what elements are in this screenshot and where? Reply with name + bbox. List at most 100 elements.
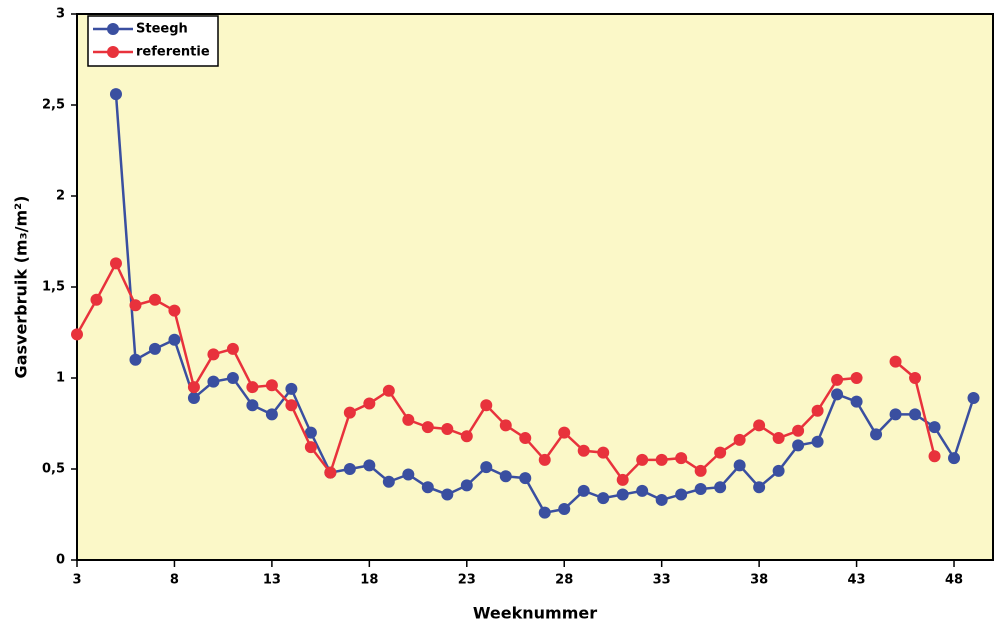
data-point (109, 257, 122, 270)
data-point (187, 392, 200, 405)
data-point (460, 479, 473, 492)
data-point (811, 435, 824, 448)
data-point (285, 399, 298, 412)
data-point (421, 481, 434, 494)
x-tick-label: 28 (555, 573, 573, 588)
data-point (714, 446, 727, 459)
data-point (382, 475, 395, 488)
data-point (928, 421, 941, 434)
data-point (246, 381, 259, 394)
y-tick-label: 1 (56, 371, 65, 386)
y-tick-label: 3 (56, 7, 65, 22)
data-point (499, 419, 512, 432)
data-point (363, 459, 376, 472)
y-tick-label: 0,5 (42, 462, 65, 477)
data-point (226, 342, 239, 355)
data-point (382, 384, 395, 397)
data-point (421, 421, 434, 434)
data-point (850, 372, 863, 384)
x-axis-title: Weeknummer (473, 604, 597, 623)
data-point (168, 333, 181, 346)
data-point (343, 406, 356, 419)
data-point (655, 453, 668, 466)
data-point (616, 488, 629, 501)
legend-label: Steegh (136, 22, 188, 37)
y-tick-label: 1,5 (42, 280, 65, 295)
data-point (538, 453, 551, 466)
data-point (694, 483, 707, 496)
data-point (831, 373, 844, 386)
data-point (714, 481, 727, 494)
data-point (831, 388, 844, 401)
data-point (753, 481, 766, 494)
data-point (226, 372, 239, 384)
data-point (636, 484, 649, 497)
x-tick-label: 33 (653, 573, 671, 588)
data-point (90, 293, 103, 306)
y-tick-label: 2,5 (42, 98, 65, 113)
data-point (694, 464, 707, 477)
data-point (71, 328, 83, 341)
data-point (129, 299, 142, 312)
y-axis-title: Gasverbruik (m₃/m²) (12, 196, 31, 379)
data-point (616, 473, 629, 486)
data-point (928, 450, 941, 463)
data-point (519, 472, 532, 485)
data-point (363, 397, 376, 410)
data-point (733, 459, 746, 472)
data-point (772, 464, 785, 477)
data-point (558, 503, 571, 516)
data-point (909, 408, 922, 421)
data-point (246, 399, 259, 412)
data-point (909, 372, 922, 384)
data-point (538, 506, 551, 519)
data-point (304, 426, 317, 439)
data-point (343, 463, 356, 475)
data-point (207, 348, 220, 361)
data-point (792, 424, 805, 437)
x-tick-label: 23 (458, 573, 476, 588)
data-point (187, 381, 200, 394)
x-tick-label: 13 (263, 573, 281, 588)
data-point (148, 342, 161, 355)
data-point (733, 433, 746, 446)
x-tick-label: 8 (170, 573, 179, 588)
x-tick-label: 18 (360, 573, 378, 588)
x-tick-label: 38 (750, 573, 768, 588)
data-point (597, 446, 610, 459)
data-point (597, 492, 610, 505)
legend-marker (107, 23, 119, 35)
data-point (304, 441, 317, 454)
data-point (655, 493, 668, 506)
data-point (519, 432, 532, 445)
data-point (675, 488, 688, 501)
data-point (324, 466, 337, 479)
x-tick-label: 43 (848, 573, 866, 588)
legend-label: referentie (136, 45, 210, 60)
data-point (285, 382, 298, 395)
data-point (441, 488, 454, 501)
data-point (265, 379, 278, 392)
data-point (480, 461, 493, 474)
data-point (753, 419, 766, 432)
data-point (265, 408, 278, 421)
plot-area (76, 13, 994, 561)
data-point (148, 293, 161, 306)
x-tick-label: 48 (945, 573, 963, 588)
data-point (402, 468, 415, 481)
y-tick-label: 0 (56, 553, 65, 568)
data-point (480, 399, 493, 412)
data-point (967, 392, 980, 405)
data-point (850, 395, 863, 408)
data-point (889, 355, 902, 368)
data-point (129, 353, 142, 366)
data-point (577, 444, 590, 457)
data-point (792, 439, 805, 452)
data-point (675, 452, 688, 465)
data-point (460, 430, 473, 443)
data-point (499, 470, 512, 483)
data-point (636, 453, 649, 466)
data-point (109, 88, 122, 101)
data-point (441, 422, 454, 435)
